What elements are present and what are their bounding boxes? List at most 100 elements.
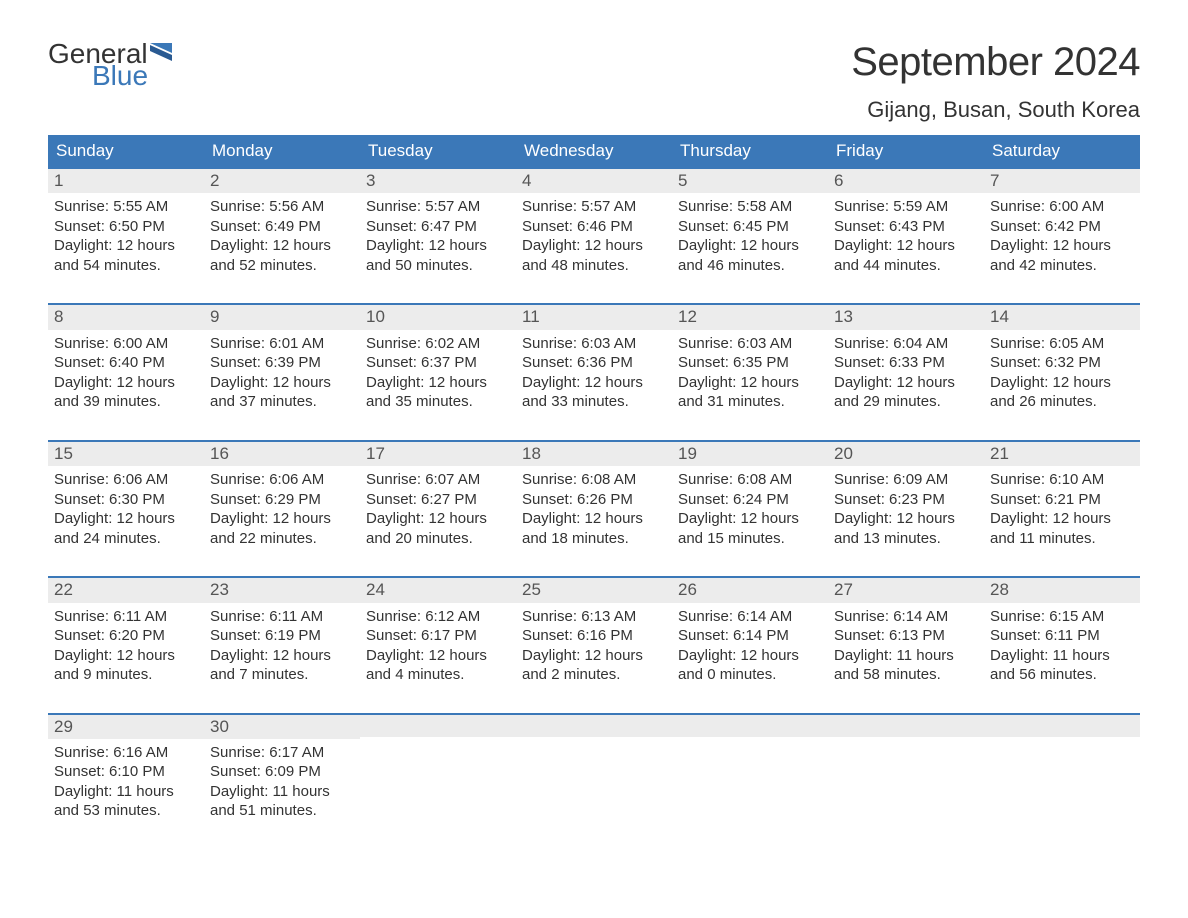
sunset-line: Sunset: 6:46 PM <box>522 217 666 237</box>
day-body: Sunrise: 6:10 AMSunset: 6:21 PMDaylight:… <box>984 466 1140 576</box>
day-number: 28 <box>984 578 1140 602</box>
sunset-line: Sunset: 6:13 PM <box>834 626 978 646</box>
calendar-cell: 22Sunrise: 6:11 AMSunset: 6:20 PMDayligh… <box>48 577 204 713</box>
day-body: Sunrise: 6:12 AMSunset: 6:17 PMDaylight:… <box>360 603 516 713</box>
day-body: Sunrise: 6:03 AMSunset: 6:36 PMDaylight:… <box>516 330 672 440</box>
sunrise-line: Sunrise: 6:17 AM <box>210 743 354 763</box>
calendar-cell: 24Sunrise: 6:12 AMSunset: 6:17 PMDayligh… <box>360 577 516 713</box>
daylight-line: Daylight: 12 hours and 20 minutes. <box>366 509 510 548</box>
day-body: Sunrise: 6:14 AMSunset: 6:13 PMDaylight:… <box>828 603 984 713</box>
day-number: 12 <box>672 305 828 329</box>
day-body: Sunrise: 6:05 AMSunset: 6:32 PMDaylight:… <box>984 330 1140 440</box>
daylight-line: Daylight: 11 hours and 56 minutes. <box>990 646 1134 685</box>
daylight-line: Daylight: 12 hours and 2 minutes. <box>522 646 666 685</box>
day-body: Sunrise: 5:57 AMSunset: 6:46 PMDaylight:… <box>516 193 672 303</box>
sunrise-line: Sunrise: 6:07 AM <box>366 470 510 490</box>
calendar-cell: 12Sunrise: 6:03 AMSunset: 6:35 PMDayligh… <box>672 304 828 440</box>
sunrise-line: Sunrise: 6:06 AM <box>210 470 354 490</box>
daylight-line: Daylight: 12 hours and 31 minutes. <box>678 373 822 412</box>
sunrise-line: Sunrise: 5:57 AM <box>522 197 666 217</box>
sunrise-line: Sunrise: 6:00 AM <box>54 334 198 354</box>
sunrise-line: Sunrise: 6:05 AM <box>990 334 1134 354</box>
sunrise-line: Sunrise: 6:12 AM <box>366 607 510 627</box>
sunset-line: Sunset: 6:11 PM <box>990 626 1134 646</box>
day-number: 8 <box>48 305 204 329</box>
month-title: September 2024 <box>851 40 1140 85</box>
header: General Blue September 2024 Gijang, Busa… <box>48 40 1140 123</box>
calendar-cell: 2Sunrise: 5:56 AMSunset: 6:49 PMDaylight… <box>204 168 360 304</box>
day-body: Sunrise: 5:59 AMSunset: 6:43 PMDaylight:… <box>828 193 984 303</box>
daylight-line: Daylight: 12 hours and 0 minutes. <box>678 646 822 685</box>
day-number: 18 <box>516 442 672 466</box>
calendar-cell: 8Sunrise: 6:00 AMSunset: 6:40 PMDaylight… <box>48 304 204 440</box>
sunrise-line: Sunrise: 6:09 AM <box>834 470 978 490</box>
sunrise-line: Sunrise: 5:57 AM <box>366 197 510 217</box>
day-body: Sunrise: 5:58 AMSunset: 6:45 PMDaylight:… <box>672 193 828 303</box>
daylight-line: Daylight: 12 hours and 13 minutes. <box>834 509 978 548</box>
daylight-line: Daylight: 12 hours and 15 minutes. <box>678 509 822 548</box>
calendar-cell: 4Sunrise: 5:57 AMSunset: 6:46 PMDaylight… <box>516 168 672 304</box>
dow-header: Thursday <box>672 135 828 168</box>
sunset-line: Sunset: 6:33 PM <box>834 353 978 373</box>
sunset-line: Sunset: 6:19 PM <box>210 626 354 646</box>
sunrise-line: Sunrise: 6:08 AM <box>678 470 822 490</box>
calendar-cell: 1Sunrise: 5:55 AMSunset: 6:50 PMDaylight… <box>48 168 204 304</box>
day-body: Sunrise: 5:55 AMSunset: 6:50 PMDaylight:… <box>48 193 204 303</box>
day-body: Sunrise: 6:07 AMSunset: 6:27 PMDaylight:… <box>360 466 516 576</box>
daylight-line: Daylight: 12 hours and 18 minutes. <box>522 509 666 548</box>
sunset-line: Sunset: 6:32 PM <box>990 353 1134 373</box>
day-body-empty <box>828 737 984 823</box>
day-body: Sunrise: 5:57 AMSunset: 6:47 PMDaylight:… <box>360 193 516 303</box>
sunrise-line: Sunrise: 6:01 AM <box>210 334 354 354</box>
dow-header: Tuesday <box>360 135 516 168</box>
sunrise-line: Sunrise: 6:10 AM <box>990 470 1134 490</box>
sunrise-line: Sunrise: 6:08 AM <box>522 470 666 490</box>
daylight-line: Daylight: 12 hours and 42 minutes. <box>990 236 1134 275</box>
day-number: 10 <box>360 305 516 329</box>
day-body: Sunrise: 6:06 AMSunset: 6:30 PMDaylight:… <box>48 466 204 576</box>
calendar-week: 15Sunrise: 6:06 AMSunset: 6:30 PMDayligh… <box>48 441 1140 577</box>
calendar-cell: 6Sunrise: 5:59 AMSunset: 6:43 PMDaylight… <box>828 168 984 304</box>
calendar-cell: 20 Sunrise: 6:09 AMSunset: 6:23 PMDayligh… <box>828 441 984 577</box>
sunset-line: Sunset: 6:23 PM <box>834 490 978 510</box>
sunset-line: Sunset: 6:43 PM <box>834 217 978 237</box>
dow-header: Monday <box>204 135 360 168</box>
sunrise-line: Sunrise: 6:00 AM <box>990 197 1134 217</box>
sunset-line: Sunset: 6:50 PM <box>54 217 198 237</box>
day-number: 25 <box>516 578 672 602</box>
day-body: Sunrise: 6:06 AMSunset: 6:29 PMDaylight:… <box>204 466 360 576</box>
calendar-cell <box>360 714 516 849</box>
daylight-line: Daylight: 12 hours and 33 minutes. <box>522 373 666 412</box>
day-body: Sunrise: 6:14 AMSunset: 6:14 PMDaylight:… <box>672 603 828 713</box>
day-number: 30 <box>204 715 360 739</box>
day-body: Sunrise: 6:11 AMSunset: 6:19 PMDaylight:… <box>204 603 360 713</box>
calendar-cell: 25Sunrise: 6:13 AMSunset: 6:16 PMDayligh… <box>516 577 672 713</box>
day-number: 21 <box>984 442 1140 466</box>
sunrise-line: Sunrise: 6:11 AM <box>210 607 354 627</box>
daylight-line: Daylight: 11 hours and 53 minutes. <box>54 782 198 821</box>
calendar-cell: 17Sunrise: 6:07 AMSunset: 6:27 PMDayligh… <box>360 441 516 577</box>
day-body-empty <box>672 737 828 823</box>
day-body: Sunrise: 6:03 AMSunset: 6:35 PMDaylight:… <box>672 330 828 440</box>
day-body: Sunrise: 6:17 AMSunset: 6:09 PMDaylight:… <box>204 739 360 849</box>
day-number: 13 <box>828 305 984 329</box>
logo-text-blue: Blue <box>92 62 148 90</box>
sunset-line: Sunset: 6:45 PM <box>678 217 822 237</box>
daylight-line: Daylight: 12 hours and 9 minutes. <box>54 646 198 685</box>
calendar-cell: 10Sunrise: 6:02 AMSunset: 6:37 PMDayligh… <box>360 304 516 440</box>
sunset-line: Sunset: 6:40 PM <box>54 353 198 373</box>
sunrise-line: Sunrise: 6:11 AM <box>54 607 198 627</box>
dow-header: Saturday <box>984 135 1140 168</box>
calendar-cell: 7Sunrise: 6:00 AMSunset: 6:42 PMDaylight… <box>984 168 1140 304</box>
calendar-cell <box>516 714 672 849</box>
day-number: 3 <box>360 169 516 193</box>
daylight-line: Daylight: 12 hours and 4 minutes. <box>366 646 510 685</box>
calendar-cell: 18Sunrise: 6:08 AMSunset: 6:26 PMDayligh… <box>516 441 672 577</box>
day-body: Sunrise: 6:01 AMSunset: 6:39 PMDaylight:… <box>204 330 360 440</box>
calendar-body: 1Sunrise: 5:55 AMSunset: 6:50 PMDaylight… <box>48 168 1140 849</box>
sunrise-line: Sunrise: 6:03 AM <box>678 334 822 354</box>
sunrise-line: Sunrise: 5:59 AM <box>834 197 978 217</box>
day-number: 20 <box>828 442 984 466</box>
calendar-cell: 5Sunrise: 5:58 AMSunset: 6:45 PMDaylight… <box>672 168 828 304</box>
sunrise-line: Sunrise: 5:55 AM <box>54 197 198 217</box>
